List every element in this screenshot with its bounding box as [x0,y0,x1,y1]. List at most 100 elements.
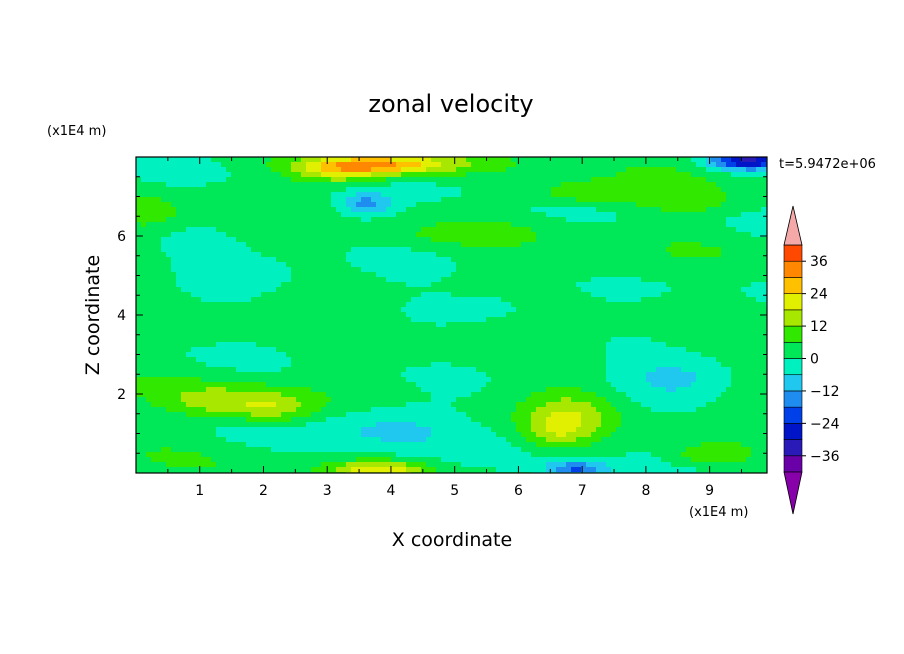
field-cell [246,242,252,248]
field-cell [171,202,177,208]
field-cell [381,182,387,188]
field-cell [176,317,182,323]
field-cell [761,187,767,193]
field-cell [331,347,337,353]
field-cell [206,187,212,193]
field-cell [321,332,327,338]
field-cell [206,302,212,308]
field-cell [261,277,267,283]
field-cell [326,237,332,243]
field-cell [386,317,392,323]
field-cell [576,322,582,328]
field-cell [541,287,547,293]
field-cell [296,182,302,188]
field-cell [761,222,767,228]
field-cell [761,207,767,213]
field-cell [356,327,362,333]
field-cell [176,327,182,333]
field-cell [571,192,577,198]
field-cell [161,287,167,293]
field-cell [731,302,737,308]
field-cell [376,317,382,323]
field-cell [721,262,727,268]
field-cell [741,317,747,323]
field-cell [466,167,472,173]
field-cell [686,312,692,318]
field-cell [686,322,692,328]
field-cell [186,207,192,213]
field-cell [341,242,347,248]
field-cell [576,162,582,168]
field-cell [346,237,352,243]
field-cell [226,292,232,298]
field-cell [336,297,342,303]
field-cell [451,322,457,328]
field-cell [461,162,467,168]
field-cell [646,257,652,263]
field-cell [631,347,637,353]
field-cell [716,172,722,178]
field-cell [756,172,762,178]
field-cell [536,327,542,333]
field-cell [206,202,212,208]
field-cell [661,192,667,198]
field-cell [486,292,492,298]
field-cell [541,292,547,298]
field-cell [676,172,682,178]
field-cell [586,312,592,318]
field-cell [316,202,322,208]
field-cell [456,202,462,208]
field-cell [661,242,667,248]
chart-title: zonal velocity [368,90,533,118]
field-cell [486,182,492,188]
field-cell [151,317,157,323]
field-cell [226,197,232,203]
field-cell [746,342,752,348]
field-cell [446,337,452,343]
field-cell [451,207,457,213]
field-cell [486,252,492,258]
field-cell [411,177,417,183]
field-cell [556,317,562,323]
field-cell [756,332,762,338]
field-cell [316,257,322,263]
field-cell [496,292,502,298]
field-cell [726,337,732,343]
field-cell [531,262,537,268]
field-cell [681,277,687,283]
field-cell [306,197,312,203]
field-cell [266,277,272,283]
field-cell [501,232,507,238]
field-cell [256,182,262,188]
field-cell [556,182,562,188]
field-cell [436,182,442,188]
field-cell [181,322,187,328]
field-cell [351,292,357,298]
field-cell [321,272,327,278]
field-cell [696,302,702,308]
field-cell [631,297,637,303]
field-cell [226,187,232,193]
field-cell [416,342,422,348]
field-cell [201,327,207,333]
field-cell [321,302,327,308]
field-cell [426,232,432,238]
field-cell [186,252,192,258]
field-cell [366,212,372,218]
field-cell [621,202,627,208]
field-cell [551,327,557,333]
field-cell [751,202,757,208]
field-cell [231,217,237,223]
field-cell [671,197,677,203]
field-cell [311,187,317,193]
field-cell [591,282,597,288]
field-cell [436,307,442,313]
field-cell [196,237,202,243]
field-cell [706,242,712,248]
field-cell [366,337,372,343]
field-cell [301,162,307,168]
field-cell [286,292,292,298]
field-cell [561,267,567,273]
field-cell [631,342,637,348]
field-cell [491,297,497,303]
